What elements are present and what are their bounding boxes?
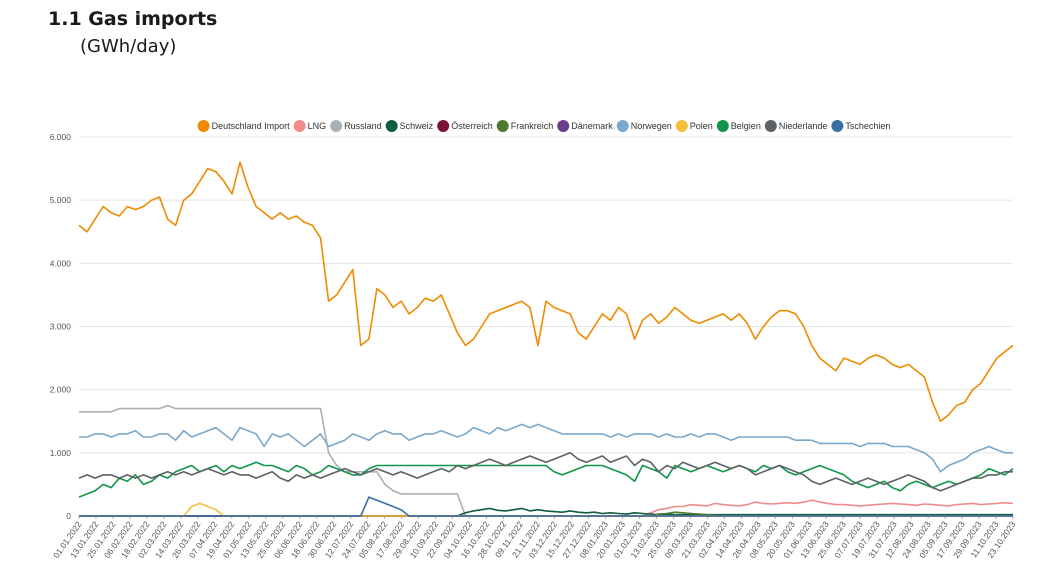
legend-item[interactable]: Dänemark [557, 120, 613, 132]
series-line-norwegen [79, 423, 1013, 473]
x-axis: 01.01.202213.01.202225.01.202206.02.2022… [51, 516, 1018, 560]
series-line-niederlande [78, 451, 1013, 492]
chart-unit: (GWh/day) [80, 36, 177, 57]
y-tick-label: 1.000 [50, 448, 72, 458]
legend-label: Österreich [451, 121, 493, 131]
legend-marker [616, 120, 629, 132]
legend-label: Schweiz [400, 121, 434, 131]
y-tick-label: 4.000 [50, 258, 72, 268]
y-tick-label: 3.000 [50, 322, 72, 332]
legend-item[interactable]: Russland [330, 120, 382, 132]
legend-marker [716, 120, 729, 132]
legend-label: Dänemark [571, 121, 613, 131]
legend-label: Russland [344, 121, 382, 131]
legend-item[interactable]: Polen [675, 120, 713, 132]
legend-item[interactable]: Norwegen [616, 120, 672, 132]
legend-marker [437, 120, 450, 132]
legend-label: Deutschland Import [212, 121, 291, 131]
legend-marker [675, 120, 688, 132]
legend-label: Tschechien [845, 121, 890, 131]
series-line-tschechien [79, 496, 1013, 517]
legend-item[interactable]: Frankreich [496, 120, 554, 132]
legend-label: Niederlande [779, 121, 828, 131]
legend-label: Frankreich [511, 121, 554, 131]
legend-marker [496, 120, 509, 132]
y-tick-label: 6.000 [50, 132, 72, 142]
legend-marker [831, 120, 844, 132]
legend-marker [764, 120, 777, 132]
legend-marker [385, 120, 398, 132]
legend-item[interactable]: Schweiz [385, 120, 434, 132]
legend-label: Belgien [731, 121, 761, 131]
legend-marker [197, 120, 210, 132]
legend-item[interactable]: LNG [293, 120, 327, 132]
y-tick-label: 0 [66, 511, 71, 521]
chart-title: 1.1 Gas imports [48, 8, 218, 30]
y-gridlines [79, 136, 1013, 517]
series-line-russland [79, 404, 1013, 517]
series-line-lng [79, 499, 1014, 517]
legend-item[interactable]: Deutschland Import [197, 120, 291, 132]
y-tick-label: 2.000 [50, 385, 72, 395]
chart-heading: 1.1 Gas imports (GWh/day) [48, 8, 217, 57]
plot-area [78, 161, 1014, 517]
legend-item[interactable]: Niederlande [764, 120, 828, 132]
legend-item[interactable]: Belgien [716, 120, 761, 132]
legend-marker [330, 120, 343, 132]
legend-item[interactable]: Österreich [437, 120, 493, 132]
legend-label: Polen [690, 121, 713, 131]
legend-label: LNG [308, 121, 327, 131]
legend-marker [557, 120, 570, 132]
legend-item[interactable]: Tschechien [831, 120, 890, 132]
legend-label: Norwegen [631, 121, 672, 131]
chart-legend[interactable]: Deutschland Import LNG Russland Schweiz Öste… [197, 120, 891, 132]
y-tick-label: 5.000 [50, 195, 72, 205]
legend-marker [293, 120, 306, 132]
y-axis: 0 1.000 2.000 3.000 4.000 5.000 6.000 [50, 132, 72, 521]
series-line-deutschland-import [78, 161, 1014, 423]
series-line-belgien [78, 461, 1014, 498]
